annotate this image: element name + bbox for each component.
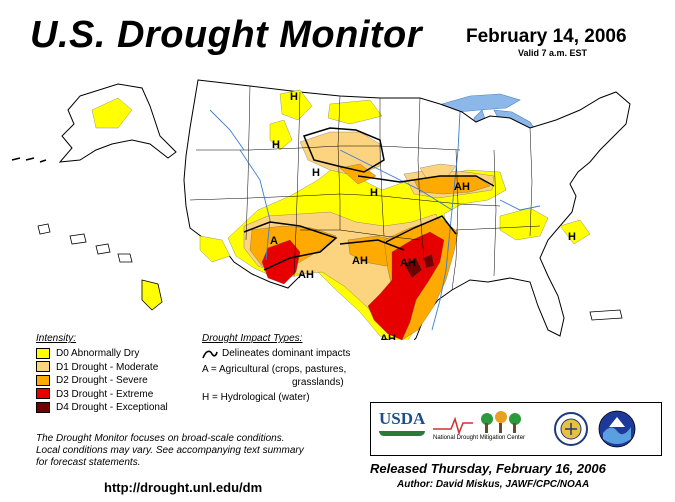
label-ah-arkansas: AH [400,257,416,269]
hawaii [37,223,163,311]
usda-logo: USDA [379,409,425,443]
label-ah-newmexico: AH [298,269,314,281]
intensity-title: Intensity: [36,333,77,344]
valid-time: Valid 7 a.m. EST [518,48,588,58]
impact-title: Drought Impact Types: [202,333,303,344]
label-ah-illinois: AH [454,181,470,193]
impact-line-symbol [202,350,218,359]
impact-labels: H H H H H AH A AH AH AH AH [270,91,576,340]
logos-panel: USDA National Drought Mitigation Center [370,402,662,456]
impact-a-label-2: grasslands) [292,377,344,388]
legend-item-d4: D4 Drought - Exceptional [36,401,168,414]
usda-text: USDA [379,409,426,428]
state-borders [189,85,541,291]
map-date: February 14, 2006 [466,26,627,47]
legend-label: D4 Drought - Exceptional [56,402,168,413]
author: Author: David Miskus, JAWF/CPC/NOAA [397,479,590,490]
legend-swatch [36,401,50,413]
legend-swatch [36,388,50,400]
d4-areas [403,253,435,279]
label-ah-oklahoma: AH [352,255,368,267]
website-url[interactable]: http://drought.unl.edu/dm [104,480,263,495]
label-a-newmexico: A [270,235,278,247]
label-h-nebraska: H [370,187,378,199]
impact-a-label-1: A = Agricultural (crops, pastures, [202,364,347,375]
legend-swatch [36,347,50,359]
legend-item-d0: D0 Abnormally Dry [36,347,139,360]
ndmc-text: National Drought Mitigation Center [433,435,526,441]
legend-swatch [36,374,50,386]
page-title: U.S. Drought Monitor [30,14,423,56]
impact-line-label: Delineates dominant impacts [222,348,351,359]
impact-lines [243,127,495,271]
label-h-idaho: H [272,139,280,151]
legend-label: D3 Drought - Extreme [56,388,154,400]
footnote-line-1: The Drought Monitor focuses on broad-sca… [36,433,285,444]
footnote-line-2: Local conditions may vary. See accompany… [36,445,304,456]
footnote: The Drought Monitor focuses on broad-sca… [36,433,366,469]
legend-item-d3: D3 Drought - Extreme [36,388,153,401]
legend-swatch [36,361,50,373]
footnote-line-3: for forecast statements. [36,457,141,468]
label-h-wyoming: H [312,167,320,179]
legend-label: D2 Drought - Severe [56,375,148,386]
label-h-virginia: H [568,231,576,243]
drought-map: H H H H H AH A AH AH AH AH [11,79,631,340]
label-ah-texas: AH [380,333,396,340]
release-date: Released Thursday, February 16, 2006 [370,461,606,476]
ndmc-logo: National Drought Mitigation Center [433,409,545,449]
impact-h-label: H = Hydrological (water) [202,392,310,403]
puerto-rico [589,309,623,321]
legend-item-d2: D2 Drought - Severe [36,374,148,387]
legend-label: D0 Abnormally Dry [56,348,140,359]
alaska [11,83,177,163]
noaa-logo [598,410,636,448]
rivers [209,109,541,331]
legend-item-d1: D1 Drought - Moderate [36,361,158,374]
commerce-seal [554,412,588,446]
legend-label: D1 Drought - Moderate [56,361,159,373]
label-h-montana: H [290,91,298,103]
